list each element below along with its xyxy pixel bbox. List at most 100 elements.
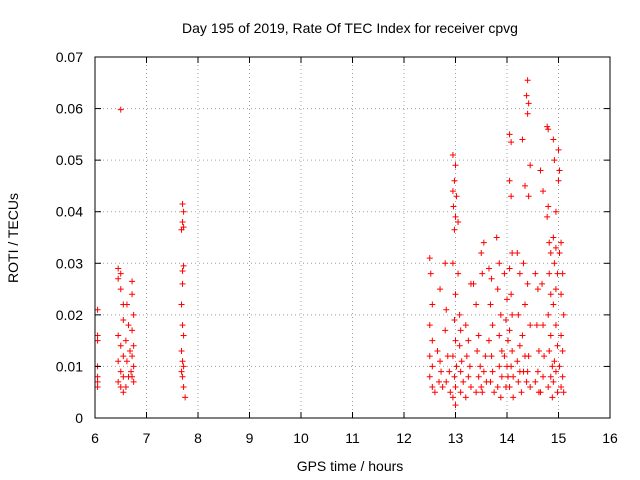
data-point xyxy=(443,378,450,385)
data-point xyxy=(501,270,508,277)
y-tick-label: 0.03 xyxy=(56,255,83,271)
x-axis-label: GPS time / hours xyxy=(297,458,404,474)
data-point xyxy=(426,255,433,262)
data-point xyxy=(505,337,512,344)
data-point xyxy=(560,311,567,318)
data-point xyxy=(546,239,553,246)
data-point xyxy=(465,337,472,344)
data-point xyxy=(556,363,563,370)
data-point xyxy=(452,402,459,409)
data-point xyxy=(545,203,552,210)
data-point xyxy=(524,280,531,287)
data-point xyxy=(509,249,516,256)
data-point xyxy=(525,353,532,360)
data-point xyxy=(456,311,463,318)
data-point xyxy=(534,286,541,293)
data-point xyxy=(447,389,454,396)
data-point xyxy=(552,208,559,215)
data-point xyxy=(462,322,469,329)
x-tick-label: 12 xyxy=(396,430,412,446)
data-point xyxy=(540,373,547,380)
data-point xyxy=(120,353,127,360)
data-point xyxy=(451,177,458,184)
data-point xyxy=(520,260,527,267)
y-tick-label: 0.04 xyxy=(56,204,83,220)
data-point xyxy=(497,311,504,318)
data-point xyxy=(525,193,532,200)
data-point xyxy=(470,280,477,287)
data-point xyxy=(442,327,449,334)
grid-lines xyxy=(95,57,610,418)
data-point xyxy=(475,332,482,339)
data-point xyxy=(493,234,500,241)
data-point xyxy=(452,337,459,344)
data-point xyxy=(547,291,554,298)
data-point xyxy=(524,110,531,117)
data-point xyxy=(439,384,446,391)
axis-ticks xyxy=(94,56,611,419)
data-point xyxy=(115,265,122,272)
x-tick-labels: 6 7 8 9 10 11 12 13 14 15 16 xyxy=(91,430,618,446)
data-point xyxy=(115,275,122,282)
data-point xyxy=(179,200,186,207)
data-point xyxy=(449,394,456,401)
data-point xyxy=(117,384,124,391)
data-point xyxy=(496,260,503,267)
data-point xyxy=(455,270,462,277)
data-point xyxy=(452,384,459,391)
data-point xyxy=(117,106,124,113)
data-point xyxy=(558,384,565,391)
data-point xyxy=(443,306,450,313)
data-point xyxy=(541,353,548,360)
data-point xyxy=(117,286,124,293)
data-point xyxy=(449,151,456,158)
data-point xyxy=(546,347,553,354)
data-point xyxy=(514,249,521,256)
data-point xyxy=(516,342,523,349)
data-point xyxy=(455,219,462,226)
data-point xyxy=(550,136,557,143)
data-point xyxy=(426,373,433,380)
data-point xyxy=(552,286,559,293)
data-point xyxy=(550,301,557,308)
data-point xyxy=(94,378,101,385)
data-point xyxy=(122,337,129,344)
data-point xyxy=(519,332,526,339)
data-point xyxy=(527,162,534,169)
data-point xyxy=(518,389,525,396)
data-point xyxy=(547,249,554,256)
data-point xyxy=(478,249,485,256)
data-point xyxy=(504,296,510,303)
data-point xyxy=(515,378,522,385)
data-point xyxy=(552,244,559,251)
data-point xyxy=(120,317,127,324)
data-point xyxy=(524,77,531,84)
data-point xyxy=(179,280,186,287)
data-point xyxy=(442,260,449,267)
data-point xyxy=(179,373,186,380)
data-point xyxy=(508,193,515,200)
data-point xyxy=(434,347,441,354)
data-point xyxy=(558,239,565,246)
data-point xyxy=(431,389,438,396)
data-point xyxy=(130,363,137,370)
data-point xyxy=(479,270,486,277)
x-tick-label: 11 xyxy=(345,430,360,446)
data-point xyxy=(551,358,558,365)
data-point xyxy=(180,363,187,370)
data-point xyxy=(506,265,513,272)
data-point xyxy=(488,353,495,360)
data-point xyxy=(523,378,530,385)
y-tick-label: 0.07 xyxy=(56,49,83,65)
data-point xyxy=(485,265,492,272)
data-point xyxy=(506,327,513,334)
x-tick-label: 9 xyxy=(246,430,254,446)
x-tick-label: 15 xyxy=(551,430,567,446)
data-point xyxy=(117,342,124,349)
data-point xyxy=(480,368,487,375)
data-point xyxy=(466,363,473,370)
data-point xyxy=(535,347,542,354)
data-point xyxy=(94,306,101,313)
data-point xyxy=(182,394,189,401)
